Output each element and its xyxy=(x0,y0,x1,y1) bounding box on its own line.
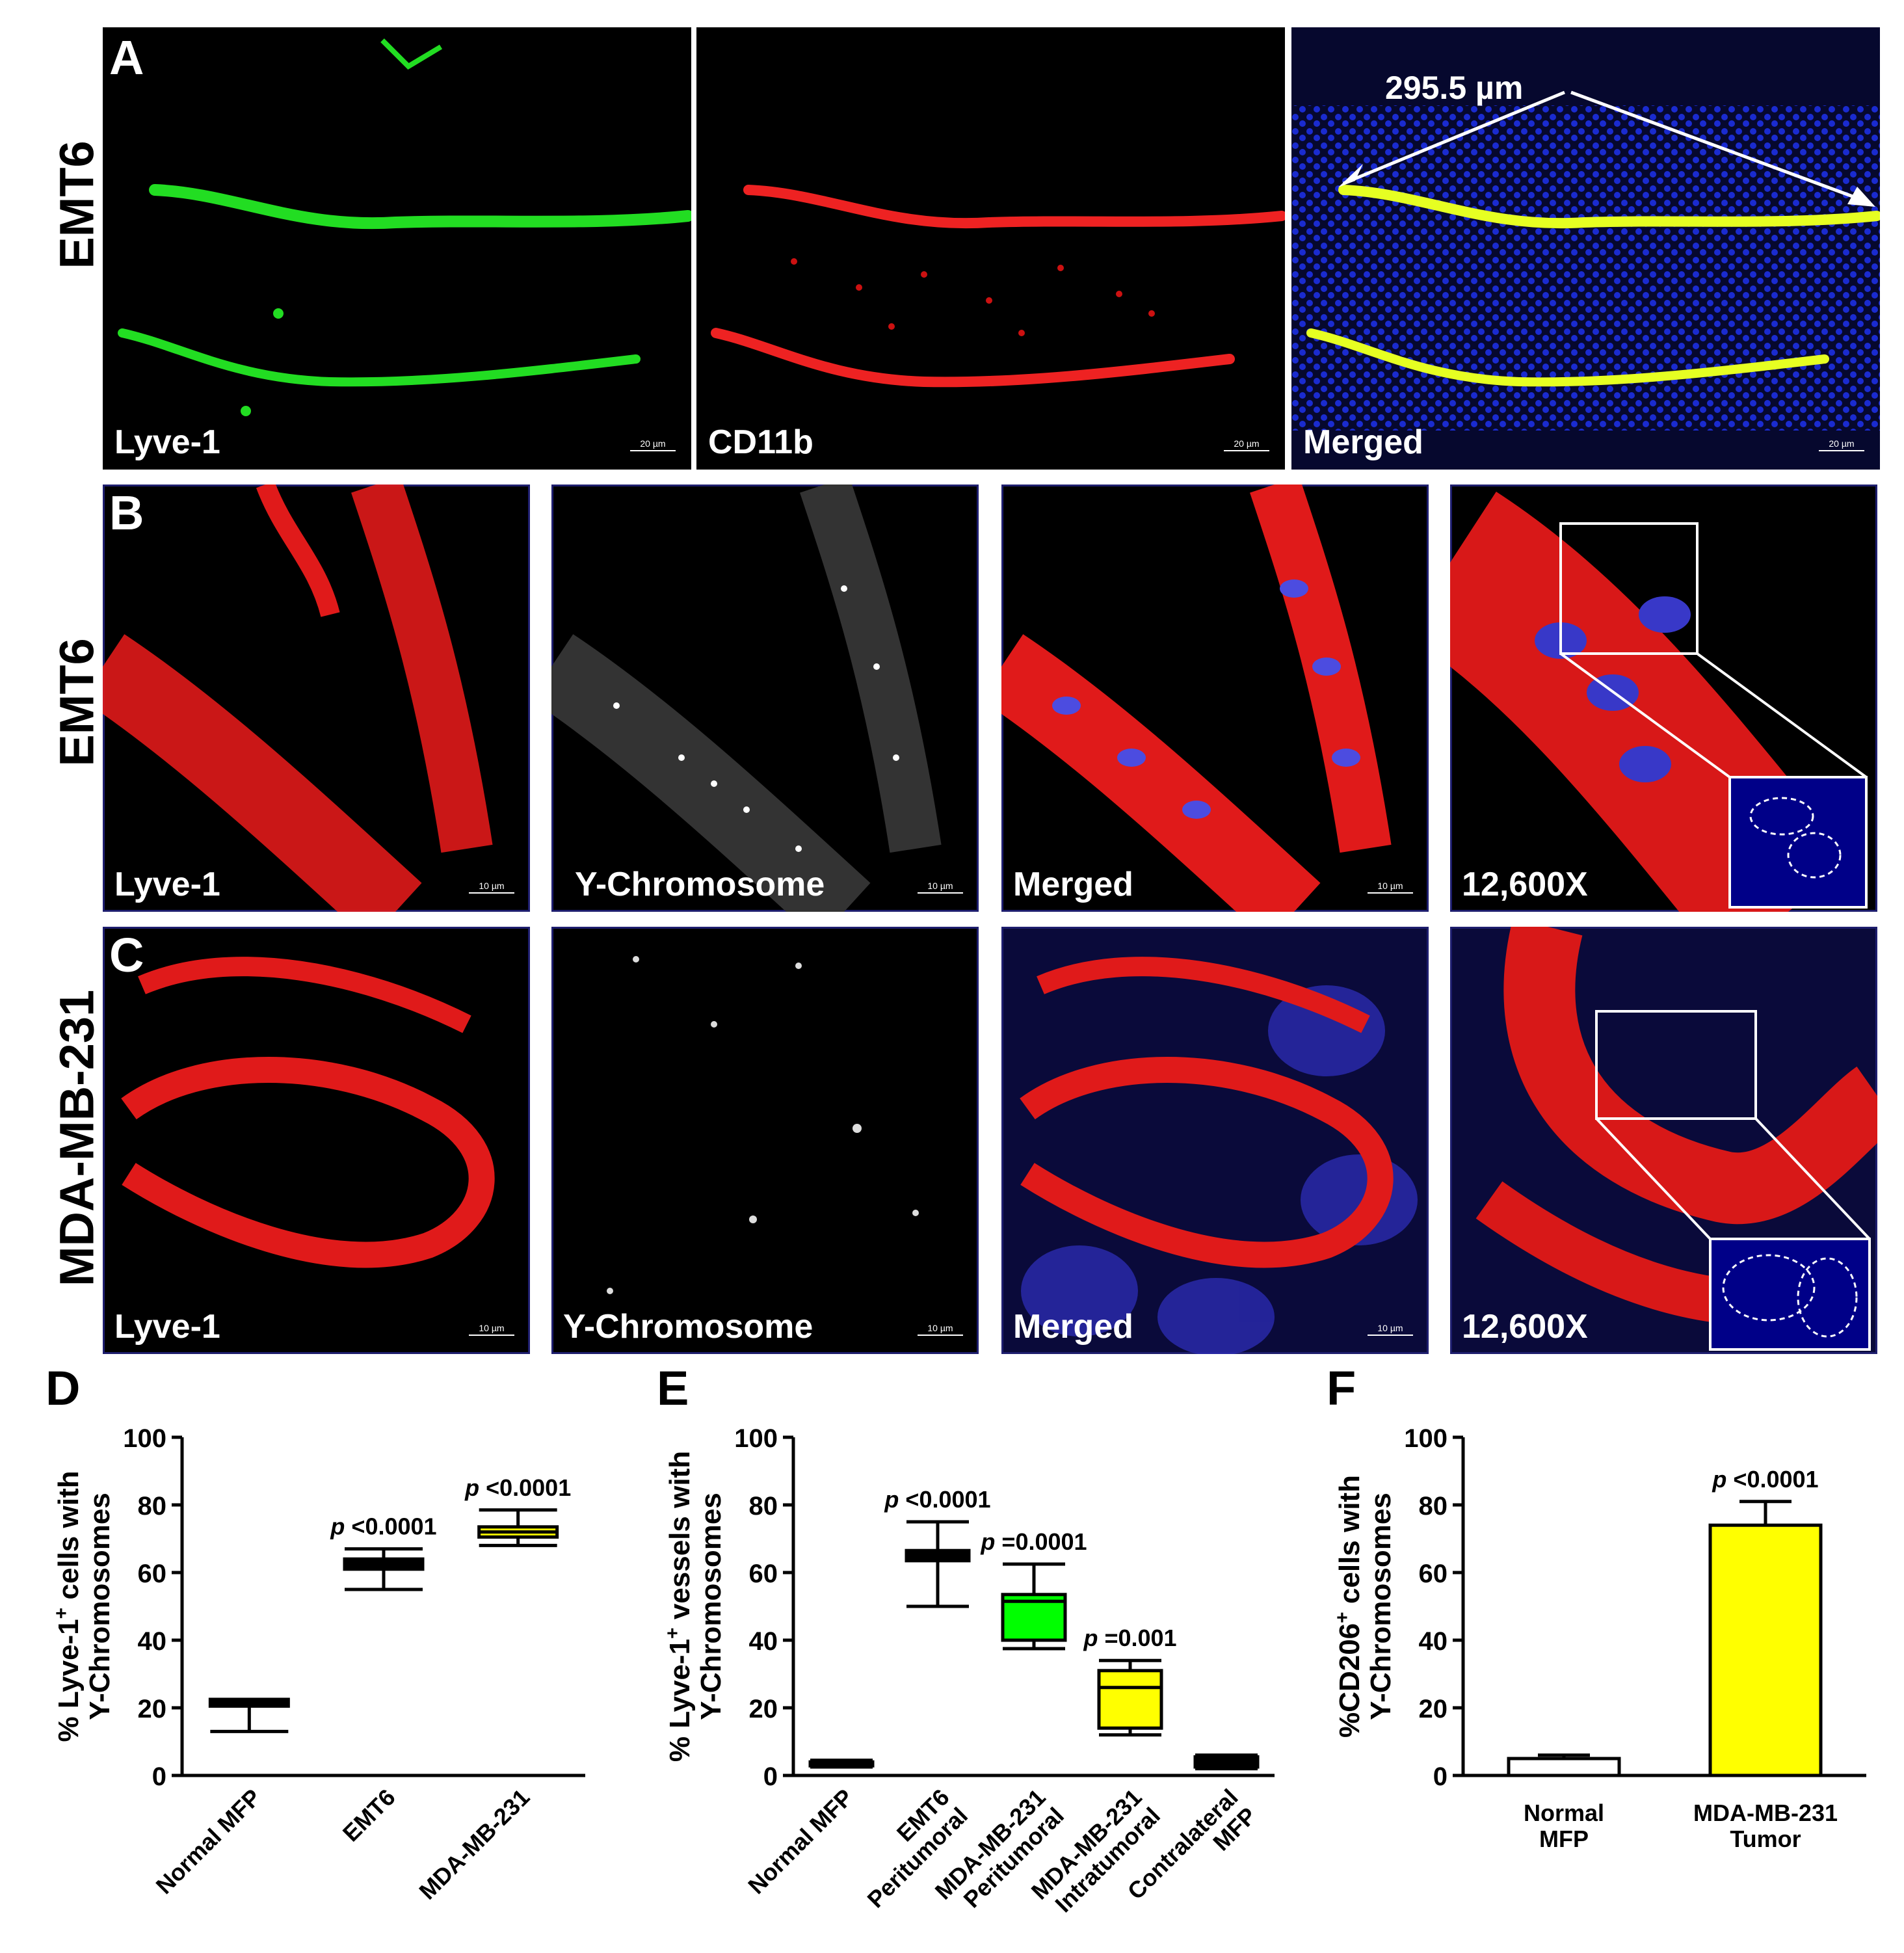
chart-d: D 0 20 40 60 80 100 % Lyve-1+ cells with Y-Chrom… xyxy=(39,1361,624,1941)
red-vessel-image xyxy=(103,485,493,912)
scale-bar: 10 µm xyxy=(469,1323,514,1336)
gray-tissue-image xyxy=(551,485,942,912)
y-tick-label: 0 xyxy=(152,1762,166,1791)
p-value-label: p <0.0001 xyxy=(464,1474,571,1501)
x-tick-label: Normal MFP xyxy=(1524,1800,1604,1852)
row-a-cell-line: EMT6 xyxy=(49,140,104,269)
scale-bar: 10 µm xyxy=(1368,1323,1413,1336)
p-value-label: p =0.001 xyxy=(1083,1625,1176,1651)
panel-letter-d: D xyxy=(46,1361,80,1415)
panel-a-cd11b-image: CD11b 20 µm xyxy=(696,27,1285,470)
row-b-cell-line: EMT6 xyxy=(49,638,104,767)
panel-c-zoom-image: 12,600X xyxy=(1450,927,1877,1354)
p-value-label: p <0.0001 xyxy=(1712,1466,1818,1493)
y-tick-label: 80 xyxy=(138,1492,167,1521)
panel-b-label-4: 12,600X xyxy=(1462,866,1588,903)
panel-c-ychrom-image: Y-Chromosome 10 µm xyxy=(551,927,979,1354)
y-tick-label: 40 xyxy=(138,1627,167,1656)
scale-bar: 10 µm xyxy=(1368,881,1413,894)
y-tick-label: 20 xyxy=(1419,1695,1448,1723)
y-tick-label: 40 xyxy=(749,1627,778,1656)
y-tick-label: 100 xyxy=(1404,1424,1448,1453)
panel-b-merged-image: Merged 10 µm xyxy=(1001,485,1429,912)
y-tick-label: 80 xyxy=(749,1492,778,1521)
y-tick-label: 80 xyxy=(1419,1492,1448,1521)
row-c-cell-line: MDA-MB-231 xyxy=(49,989,104,1287)
merged-vessel-image xyxy=(1291,90,1880,431)
y-tick-label: 0 xyxy=(1433,1762,1448,1791)
box xyxy=(1097,1669,1163,1730)
y-tick-label: 60 xyxy=(1419,1560,1448,1588)
zoom-tissue-image xyxy=(1450,492,1868,912)
panel-b-zoom-image: 12,600X xyxy=(1450,485,1877,912)
y-tick-label: 20 xyxy=(138,1695,167,1723)
panel-a-label-1: Lyve-1 xyxy=(114,423,220,461)
y-tick-label: 0 xyxy=(763,1762,778,1791)
panel-letter-e: E xyxy=(657,1361,689,1415)
bar xyxy=(1708,1523,1823,1777)
panel-a-merged-image: 295.5 µm Merged 20 µm xyxy=(1291,27,1880,470)
y-axis-label-line2: Y-Chromosomes xyxy=(84,1493,116,1720)
red-vessel-image xyxy=(711,185,1285,388)
y-axis-label-line2: Y-Chromosomes xyxy=(1365,1493,1397,1720)
zoom-tissue-image xyxy=(1475,927,1877,1351)
y-axis-label-line2: Y-Chromosomes xyxy=(695,1493,727,1720)
panel-c-label-3: Merged xyxy=(1013,1308,1133,1346)
green-vessel-image xyxy=(118,38,691,416)
scale-bar: 20 µm xyxy=(1819,438,1864,451)
chart-f-svg: F 0 20 40 60 80 100 %CD206+ cells with Y-Chromos… xyxy=(1327,1361,1866,1852)
y-tick-label: 60 xyxy=(138,1560,167,1588)
panel-c-label-2: Y-Chromosome xyxy=(563,1308,813,1346)
x-tick-label: EMT6 xyxy=(337,1784,401,1847)
y-tick-label: 40 xyxy=(1419,1627,1448,1656)
scale-bar: 10 µm xyxy=(918,881,963,894)
merged-tissue-image xyxy=(1001,485,1392,912)
panel-b-ychrom-image: Y-Chromosome 10 µm xyxy=(551,485,979,912)
x-tick-label: MDA-MB-231 Tumor xyxy=(1693,1800,1838,1852)
panel-letter-b: B xyxy=(109,486,144,540)
chart-f: F 0 20 40 60 80 100 %CD206+ cells with Y-Chromos… xyxy=(1320,1361,1892,1941)
y-tick-label: 20 xyxy=(749,1695,778,1723)
x-tick-label: MDA-MB-231 xyxy=(414,1784,535,1905)
y-tick-label: 60 xyxy=(749,1560,778,1588)
chart-d-svg: D 0 20 40 60 80 100 % Lyve-1+ cells with Y-Chrom… xyxy=(46,1361,585,1905)
panel-a-label-3: Merged xyxy=(1303,423,1423,461)
p-value-label: p =0.0001 xyxy=(980,1528,1087,1555)
bar xyxy=(1507,1757,1621,1777)
x-tick-label: Normal MFP xyxy=(743,1784,858,1900)
panel-c-lyve1-image: Lyve-1 10 µm xyxy=(103,927,530,1354)
panel-a-lyve1-image: Lyve-1 20 µm xyxy=(103,27,691,470)
gray-dots-image xyxy=(607,956,919,1294)
scale-bar: 20 µm xyxy=(630,438,676,451)
p-value-label: p <0.0001 xyxy=(330,1513,436,1540)
panel-letter-a: A xyxy=(109,31,144,85)
panel-letter-c-visible: C xyxy=(109,928,144,982)
x-tick-label: Normal MFP xyxy=(150,1784,266,1900)
panel-b-label-2: Y-Chromosome xyxy=(575,866,825,903)
scale-bar: 20 µm xyxy=(1224,438,1269,451)
y-axis-label-line1: % Lyve-1+ vessels with xyxy=(662,1451,696,1762)
box xyxy=(1193,1755,1260,1769)
measurement-label: 295.5 µm xyxy=(1385,70,1524,106)
panel-a-label-2: CD11b xyxy=(708,423,813,461)
y-tick-label: 100 xyxy=(734,1424,778,1453)
panel-b-lyve1-image: Lyve-1 10 µm xyxy=(103,485,530,912)
p-value-label: p <0.0001 xyxy=(884,1486,990,1513)
scale-bar: 10 µm xyxy=(469,881,514,894)
y-axis-label-line1: % Lyve-1+ cells with xyxy=(51,1471,85,1742)
scale-bar: 10 µm xyxy=(918,1323,963,1336)
panel-b-label-3: Merged xyxy=(1013,866,1133,903)
panel-c-label-1: Lyve-1 xyxy=(114,1308,220,1346)
merged-tissue-image xyxy=(1020,957,1418,1354)
panel-c-label-4: 12,600X xyxy=(1462,1308,1588,1346)
panel-c-merged-image: Merged 10 µm xyxy=(1001,927,1429,1354)
y-tick-label: 100 xyxy=(123,1424,166,1453)
chart-e-svg: E 0 20 40 60 80 100 % Lyve-1+ vessels with Y-Chr… xyxy=(657,1361,1275,1917)
chart-e: E 0 20 40 60 80 100 % Lyve-1+ vessels with Y-Chr… xyxy=(650,1361,1301,1941)
panel-letter-f: F xyxy=(1327,1361,1356,1415)
panel-b-label-1: Lyve-1 xyxy=(114,866,220,903)
red-vessel-image xyxy=(121,957,495,1268)
y-axis-label-line1: %CD206+ cells with xyxy=(1332,1475,1366,1738)
